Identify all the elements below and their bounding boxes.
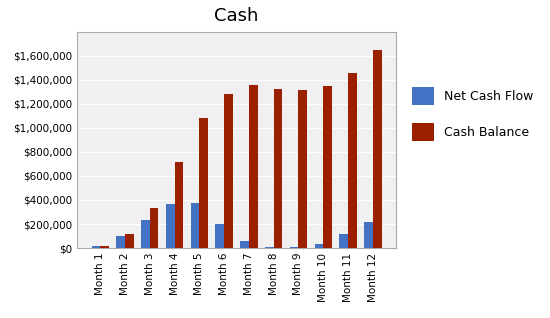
- Bar: [249, 85, 257, 248]
- Bar: [315, 245, 323, 248]
- Bar: [100, 245, 109, 248]
- Bar: [166, 204, 174, 248]
- Bar: [224, 94, 233, 248]
- Bar: [150, 208, 158, 248]
- Bar: [199, 118, 208, 248]
- Bar: [323, 86, 332, 248]
- Bar: [299, 90, 307, 248]
- Bar: [274, 89, 282, 248]
- Bar: [373, 50, 382, 248]
- Legend: Net Cash Flow, Cash Balance: Net Cash Flow, Cash Balance: [405, 81, 540, 147]
- Bar: [116, 236, 125, 248]
- Bar: [125, 234, 134, 248]
- Bar: [91, 245, 100, 248]
- Bar: [364, 222, 373, 248]
- Bar: [348, 73, 357, 248]
- Bar: [174, 162, 183, 248]
- Bar: [191, 203, 199, 248]
- Title: Cash: Cash: [214, 7, 258, 25]
- Bar: [141, 220, 150, 248]
- Bar: [339, 234, 348, 248]
- Bar: [216, 224, 224, 248]
- Bar: [240, 241, 249, 248]
- Bar: [290, 247, 299, 248]
- Bar: [265, 247, 274, 248]
